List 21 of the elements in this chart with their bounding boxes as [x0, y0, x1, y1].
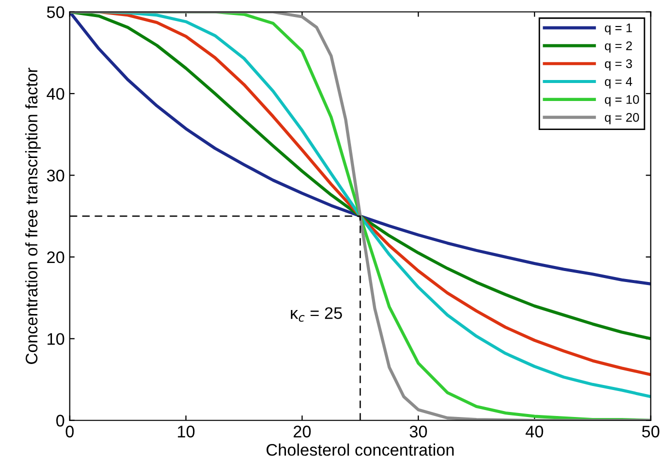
y-tick-label: 40: [46, 88, 64, 100]
y-axis-title: Concentration of free transcription factor: [25, 68, 41, 364]
legend-label: q = 3: [604, 59, 632, 71]
x-tick-label: 10: [178, 426, 195, 438]
legend-label: q = 4: [604, 77, 632, 88]
y-tick-label: 50: [46, 6, 64, 18]
annotation: κ$_{c}$ = 25: [290, 307, 342, 322]
x-tick-label: 40: [526, 426, 544, 438]
x-axis-title: Cholesterol concentration: [266, 444, 454, 456]
y-tick-label: 20: [47, 251, 64, 264]
legend-label: q = 20: [604, 112, 639, 124]
legend-label: q = 2: [604, 41, 632, 53]
x-tick-label: 0: [66, 426, 74, 438]
x-tick-label: 50: [642, 426, 660, 438]
legend-label: q = 10: [604, 95, 639, 106]
x-tick-label: 20: [294, 426, 311, 438]
y-tick-label: 30: [46, 170, 64, 182]
legend-label: q = 1: [604, 24, 632, 35]
x-tick-label: 30: [410, 426, 427, 438]
y-tick-label: 0: [56, 414, 64, 427]
y-tick-label: 10: [48, 333, 64, 345]
